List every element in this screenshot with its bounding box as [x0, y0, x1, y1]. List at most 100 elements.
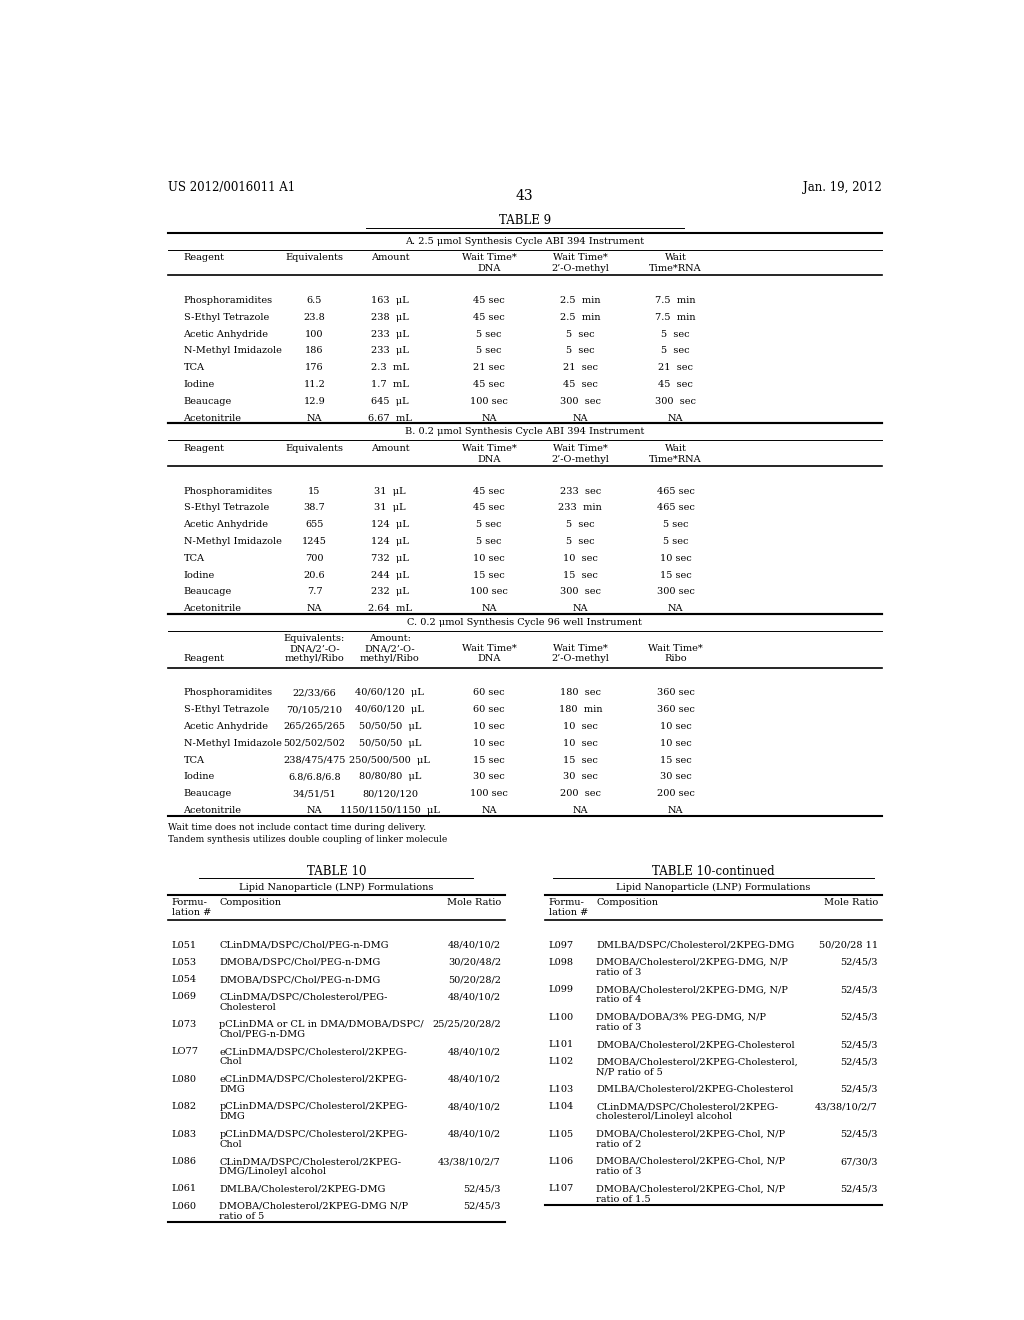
Text: Iodine: Iodine	[183, 570, 215, 579]
Text: L107: L107	[549, 1184, 573, 1193]
Text: 70/105/210: 70/105/210	[287, 705, 342, 714]
Text: TABLE 9: TABLE 9	[499, 214, 551, 227]
Text: Equivalents: Equivalents	[286, 253, 343, 261]
Text: 2.5  min: 2.5 min	[560, 296, 601, 305]
Text: 180  sec: 180 sec	[560, 689, 601, 697]
Text: 124  μL: 124 μL	[371, 520, 409, 529]
Text: 300  sec: 300 sec	[560, 587, 601, 597]
Text: C. 0.2 μmol Synthesis Cycle 96 well Instrument: C. 0.2 μmol Synthesis Cycle 96 well Inst…	[408, 618, 642, 627]
Text: L053: L053	[172, 958, 197, 966]
Text: 5 sec: 5 sec	[476, 520, 502, 529]
Text: DMG: DMG	[219, 1085, 245, 1094]
Text: 48/40/10/2: 48/40/10/2	[447, 993, 501, 1002]
Text: 80/80/80  μL: 80/80/80 μL	[358, 772, 421, 781]
Text: Wait Time*: Wait Time*	[462, 444, 516, 453]
Text: DMOBA/Cholesterol/2KPEG-Cholesterol,: DMOBA/Cholesterol/2KPEG-Cholesterol,	[596, 1057, 798, 1067]
Text: DMOBA/Cholesterol/2KPEG-Chol, N/P: DMOBA/Cholesterol/2KPEG-Chol, N/P	[596, 1130, 785, 1139]
Text: Chol: Chol	[219, 1057, 242, 1067]
Text: 52/45/3: 52/45/3	[841, 1057, 878, 1067]
Text: 23.8: 23.8	[304, 313, 326, 322]
Text: 20.6: 20.6	[304, 570, 326, 579]
Text: 465 sec: 465 sec	[656, 487, 694, 496]
Text: 60 sec: 60 sec	[473, 689, 505, 697]
Text: L080: L080	[172, 1074, 197, 1084]
Text: L102: L102	[549, 1057, 573, 1067]
Text: Mole Ratio: Mole Ratio	[823, 898, 878, 907]
Text: 50/20/28/2: 50/20/28/2	[447, 975, 501, 985]
Text: 38.7: 38.7	[304, 503, 326, 512]
Text: 2.5  min: 2.5 min	[560, 313, 601, 322]
Text: 31  μL: 31 μL	[374, 487, 406, 496]
Text: Lipid Nanoparticle (LNP) Formulations: Lipid Nanoparticle (LNP) Formulations	[240, 883, 433, 892]
Text: 45  sec: 45 sec	[658, 380, 693, 389]
Text: 48/40/10/2: 48/40/10/2	[447, 1102, 501, 1111]
Text: 645  μL: 645 μL	[371, 397, 409, 405]
Text: DNA: DNA	[477, 655, 501, 664]
Text: 30 sec: 30 sec	[473, 772, 505, 781]
Text: 7.7: 7.7	[306, 587, 323, 597]
Text: 15 sec: 15 sec	[473, 570, 505, 579]
Text: Mole Ratio: Mole Ratio	[446, 898, 501, 907]
Text: eCLinDMA/DSPC/Cholesterol/2KPEG-: eCLinDMA/DSPC/Cholesterol/2KPEG-	[219, 1047, 407, 1056]
Text: L101: L101	[549, 1040, 573, 1049]
Text: 52/45/3: 52/45/3	[841, 1040, 878, 1049]
Text: 40/60/120  μL: 40/60/120 μL	[355, 689, 424, 697]
Text: 5  sec: 5 sec	[662, 346, 690, 355]
Text: NA: NA	[668, 605, 683, 612]
Text: 10 sec: 10 sec	[473, 554, 505, 562]
Text: DNA: DNA	[477, 264, 501, 273]
Text: Iodine: Iodine	[183, 772, 215, 781]
Text: DMOBA/DSPC/Chol/PEG-n-DMG: DMOBA/DSPC/Chol/PEG-n-DMG	[219, 958, 381, 966]
Text: 48/40/10/2: 48/40/10/2	[447, 1047, 501, 1056]
Text: 25/25/20/28/2: 25/25/20/28/2	[432, 1020, 501, 1028]
Text: 200  sec: 200 sec	[560, 789, 601, 799]
Text: 52/45/3: 52/45/3	[841, 1085, 878, 1094]
Text: 300 sec: 300 sec	[656, 587, 694, 597]
Text: 12.9: 12.9	[304, 397, 326, 405]
Text: Wait Time*: Wait Time*	[553, 644, 607, 653]
Text: cholesterol/Linoleyl alcohol: cholesterol/Linoleyl alcohol	[596, 1113, 732, 1121]
Text: 1150/1150/1150  μL: 1150/1150/1150 μL	[340, 805, 440, 814]
Text: 5 sec: 5 sec	[663, 537, 688, 546]
Text: L105: L105	[549, 1130, 573, 1139]
Text: DNA: DNA	[477, 454, 501, 463]
Text: 100: 100	[305, 330, 324, 339]
Text: L106: L106	[549, 1158, 573, 1166]
Text: 238/475/475: 238/475/475	[284, 755, 346, 764]
Text: DNA/2’-O-: DNA/2’-O-	[289, 644, 340, 653]
Text: 2.3  mL: 2.3 mL	[371, 363, 409, 372]
Text: Formu-: Formu-	[549, 898, 585, 907]
Text: DMG: DMG	[219, 1113, 245, 1121]
Text: NA: NA	[307, 605, 323, 612]
Text: DMOBA/Cholesterol/2KPEG-Cholesterol: DMOBA/Cholesterol/2KPEG-Cholesterol	[596, 1040, 795, 1049]
Text: Composition: Composition	[219, 898, 282, 907]
Text: L060: L060	[172, 1201, 197, 1210]
Text: L097: L097	[549, 941, 573, 949]
Text: 186: 186	[305, 346, 324, 355]
Text: Equivalents:: Equivalents:	[284, 634, 345, 643]
Text: 45 sec: 45 sec	[473, 380, 505, 389]
Text: Reagent: Reagent	[183, 444, 224, 453]
Text: 124  μL: 124 μL	[371, 537, 409, 546]
Text: NA: NA	[307, 413, 323, 422]
Text: NA: NA	[572, 805, 588, 814]
Text: TCA: TCA	[183, 363, 205, 372]
Text: 15: 15	[308, 487, 321, 496]
Text: 30  sec: 30 sec	[563, 772, 598, 781]
Text: Acetic Anhydride: Acetic Anhydride	[183, 520, 268, 529]
Text: Amount: Amount	[371, 253, 410, 261]
Text: L051: L051	[172, 941, 197, 949]
Text: 10 sec: 10 sec	[659, 739, 691, 747]
Text: eCLinDMA/DSPC/Cholesterol/2KPEG-: eCLinDMA/DSPC/Cholesterol/2KPEG-	[219, 1074, 407, 1084]
Text: 176: 176	[305, 363, 324, 372]
Text: 2’-O-methyl: 2’-O-methyl	[551, 655, 609, 664]
Text: NA: NA	[481, 413, 497, 422]
Text: 265/265/265: 265/265/265	[284, 722, 345, 731]
Text: TABLE 10: TABLE 10	[306, 866, 366, 878]
Text: Ribo: Ribo	[665, 655, 687, 664]
Text: 180  min: 180 min	[559, 705, 602, 714]
Text: Wait: Wait	[665, 253, 686, 261]
Text: 52/45/3: 52/45/3	[841, 958, 878, 966]
Text: 5 sec: 5 sec	[476, 330, 502, 339]
Text: L073: L073	[172, 1020, 197, 1028]
